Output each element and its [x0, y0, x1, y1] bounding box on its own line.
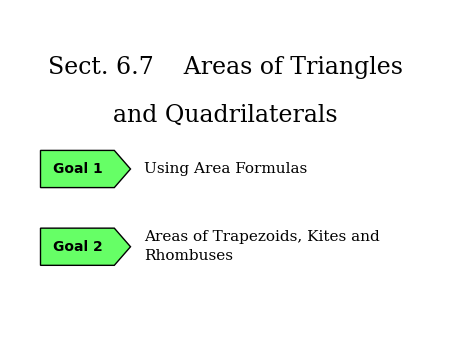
Text: Rhombuses: Rhombuses: [144, 249, 233, 263]
Text: Goal 2: Goal 2: [53, 240, 102, 254]
Polygon shape: [40, 228, 130, 265]
Text: Areas of Trapezoids, Kites and: Areas of Trapezoids, Kites and: [144, 231, 380, 244]
Text: Sect. 6.7    Areas of Triangles: Sect. 6.7 Areas of Triangles: [48, 56, 402, 79]
Text: Using Area Formulas: Using Area Formulas: [144, 162, 307, 176]
Polygon shape: [40, 150, 130, 188]
Text: Goal 1: Goal 1: [53, 162, 102, 176]
Text: and Quadrilaterals: and Quadrilaterals: [112, 103, 338, 126]
